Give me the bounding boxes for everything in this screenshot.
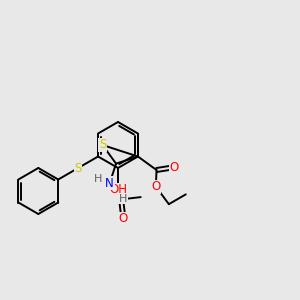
Text: S: S [74,161,82,175]
Text: OH: OH [109,183,127,196]
Text: O: O [169,161,179,174]
Text: O: O [151,180,160,193]
Text: H: H [119,194,127,204]
Text: S: S [99,139,106,152]
Text: O: O [119,212,128,225]
Text: H: H [93,174,102,184]
Text: N: N [105,177,114,190]
